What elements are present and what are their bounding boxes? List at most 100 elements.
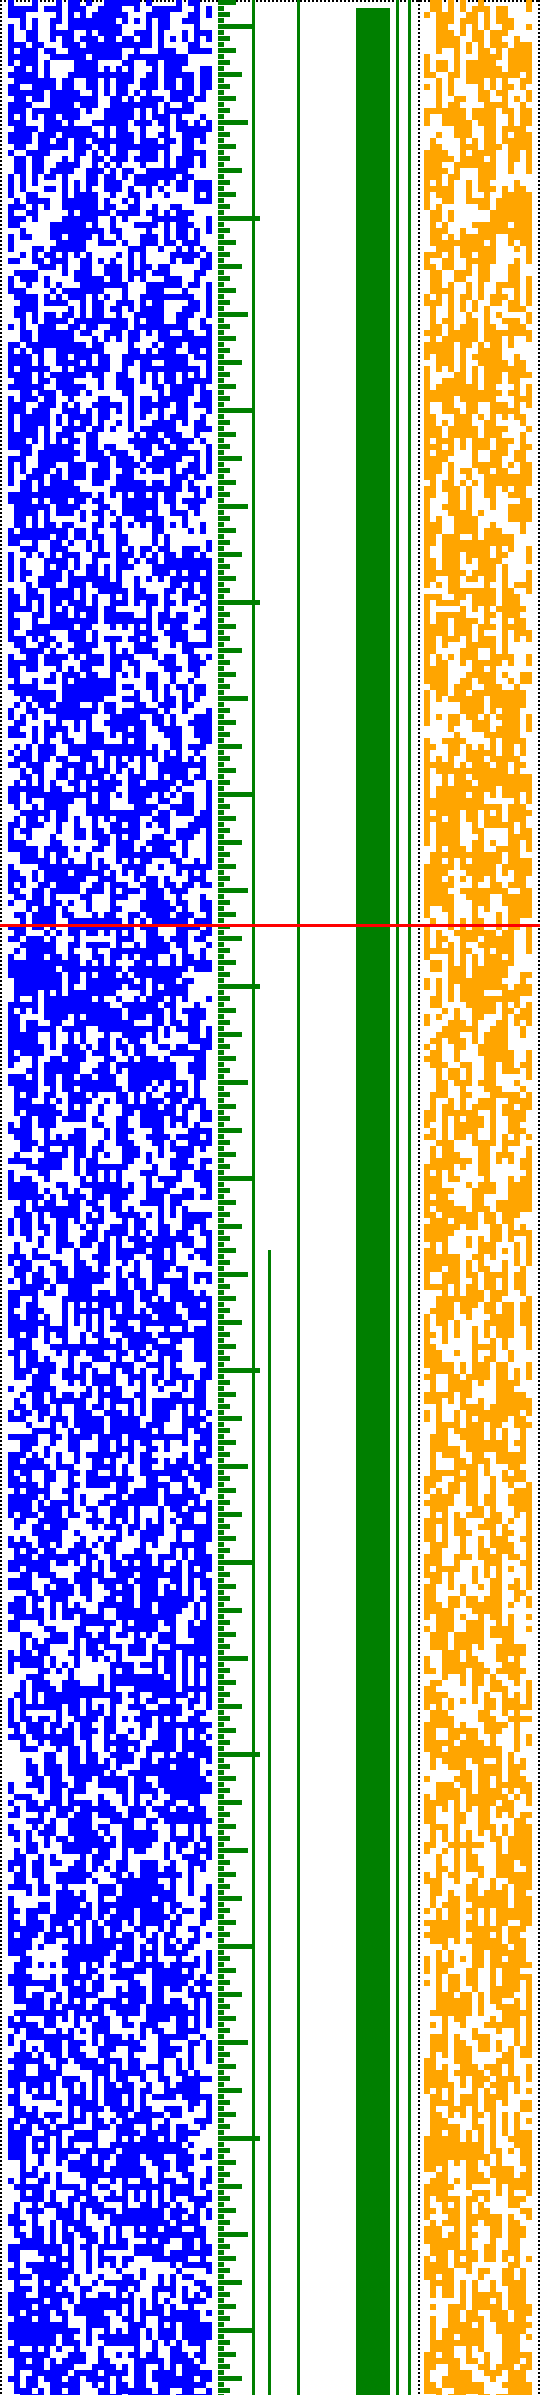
- border-dot: [0, 2204, 2, 2206]
- border-dot: [538, 2360, 540, 2362]
- border-dot: [418, 2140, 420, 2142]
- border-dot: [538, 256, 540, 258]
- border-dot: [538, 344, 540, 346]
- border-dot: [0, 1740, 2, 1742]
- border-dot: [0, 1708, 2, 1710]
- border-dot: [0, 1256, 2, 1258]
- border-dot: [418, 1704, 420, 1706]
- border-dot: [0, 1896, 2, 1898]
- border-dot: [538, 2236, 540, 2238]
- border-dot: [538, 700, 540, 702]
- border-dot: [0, 268, 2, 270]
- border-dot: [0, 128, 2, 130]
- border-dot: [538, 220, 540, 222]
- border-dot: [538, 1580, 540, 1582]
- border-dot: [0, 1568, 2, 1570]
- border-dot: [0, 492, 2, 494]
- border-dot: [538, 200, 540, 202]
- border-dot: [0, 840, 2, 842]
- border-dot: [0, 1532, 2, 1534]
- border-dot: [516, 0, 518, 2]
- border-dot: [418, 2172, 420, 2174]
- border-dot: [538, 1204, 540, 1206]
- border-dot: [418, 1028, 420, 1030]
- border-dot: [538, 1052, 540, 1054]
- border-dot: [418, 124, 420, 126]
- border-dot: [0, 592, 2, 594]
- border-dot: [538, 1504, 540, 1506]
- border-dot: [538, 560, 540, 562]
- border-dot: [418, 2084, 420, 2086]
- border-dot: [0, 476, 2, 478]
- border-dot: [0, 1008, 2, 1010]
- border-dot: [538, 740, 540, 742]
- border-dot: [538, 564, 540, 566]
- border-dot: [418, 2196, 420, 2198]
- border-dot: [538, 932, 540, 934]
- border-dot: [0, 1448, 2, 1450]
- border-dot: [538, 444, 540, 446]
- border-dot: [418, 712, 420, 714]
- border-dot: [418, 24, 420, 26]
- border-dot: [538, 1060, 540, 1062]
- border-dot: [538, 2380, 540, 2382]
- border-dot: [538, 1000, 540, 1002]
- border-dot: [0, 200, 2, 202]
- border-dot: [0, 1188, 2, 1190]
- border-dot: [0, 2364, 2, 2366]
- border-dot: [0, 100, 2, 102]
- border-dot: [418, 1524, 420, 1526]
- border-dot: [538, 1100, 540, 1102]
- border-dot: [538, 2320, 540, 2322]
- border-dot: [0, 1608, 2, 1610]
- border-dot: [538, 812, 540, 814]
- border-dot: [538, 408, 540, 410]
- border-dot: [418, 528, 420, 530]
- border-dot: [538, 1520, 540, 1522]
- border-dot: [0, 1308, 2, 1310]
- border-dot: [538, 1704, 540, 1706]
- border-dot: [418, 1564, 420, 1566]
- border-dot: [538, 1072, 540, 1074]
- border-dot: [538, 1340, 540, 1342]
- border-dot: [418, 2212, 420, 2214]
- border-dot: [538, 948, 540, 950]
- border-dot: [0, 864, 2, 866]
- border-dot: [538, 2080, 540, 2082]
- border-dot: [0, 1732, 2, 1734]
- border-dot: [538, 1364, 540, 1366]
- border-dot: [538, 1596, 540, 1598]
- border-dot: [538, 1128, 540, 1130]
- border-dot: [256, 0, 258, 2]
- border-dot: [418, 404, 420, 406]
- border-dot: [538, 1892, 540, 1894]
- border-dot: [418, 1400, 420, 1402]
- border-dot: [0, 296, 2, 298]
- border-dot: [538, 1312, 540, 1314]
- border-dot: [0, 424, 2, 426]
- border-dot: [0, 544, 2, 546]
- border-dot: [418, 2168, 420, 2170]
- border-dot: [418, 188, 420, 190]
- border-dot: [0, 232, 2, 234]
- border-dot: [0, 428, 2, 430]
- border-dot: [418, 1500, 420, 1502]
- border-dot: [418, 732, 420, 734]
- border-dot: [418, 2132, 420, 2134]
- border-dot: [418, 1132, 420, 1134]
- border-dot: [538, 2276, 540, 2278]
- border-dot: [538, 432, 540, 434]
- border-dot: [0, 240, 2, 242]
- border-dot: [538, 1524, 540, 1526]
- border-dot: [418, 1548, 420, 1550]
- border-dot: [0, 1248, 2, 1250]
- border-dot: [538, 648, 540, 650]
- border-dot: [0, 1280, 2, 1282]
- border-dot: [538, 884, 540, 886]
- border-dot: [418, 2232, 420, 2234]
- border-dot: [418, 1876, 420, 1878]
- border-dot: [0, 288, 2, 290]
- border-dot: [418, 792, 420, 794]
- border-dot: [538, 1208, 540, 1210]
- border-dot: [418, 88, 420, 90]
